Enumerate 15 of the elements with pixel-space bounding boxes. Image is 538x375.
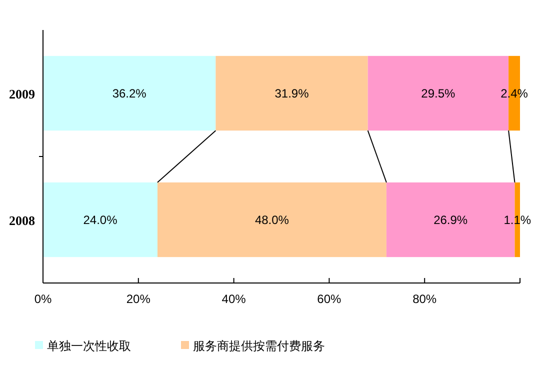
- x-tick-label: 40%: [222, 292, 246, 306]
- data-label: 26.9%: [434, 212, 468, 227]
- data-label: 31.9%: [274, 86, 310, 100]
- y-tick-label: 2008: [9, 212, 36, 228]
- data-label: 48.0%: [254, 212, 290, 227]
- data-label: 24.0%: [83, 212, 118, 227]
- data-label: 36.2%: [112, 86, 147, 100]
- x-tick-label: 60%: [317, 292, 342, 306]
- x-tick-label: 0%: [34, 292, 52, 306]
- x-tick-label: 80%: [412, 292, 437, 306]
- data-label: 29.5%: [421, 86, 456, 100]
- y-tick-label: 2009: [9, 86, 36, 102]
- legend-item: 单独一次性收取: [35, 339, 131, 353]
- legend-item: 服务商提供按需付费服务: [181, 339, 325, 353]
- x-tick-label: 20%: [126, 292, 151, 306]
